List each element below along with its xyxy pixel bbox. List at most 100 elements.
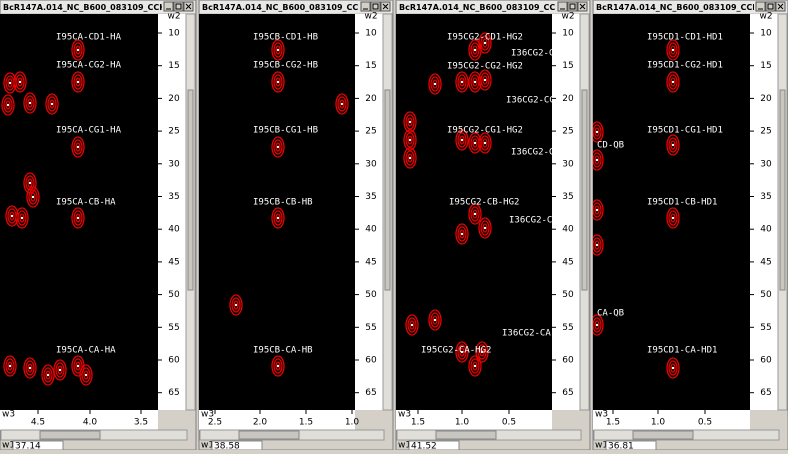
peak-marker: [276, 48, 280, 52]
peak-label[interactable]: I95CD1-CB-HD1: [647, 198, 717, 208]
contour: [275, 45, 281, 55]
contour: [470, 206, 480, 222]
contour: [405, 314, 419, 336]
contour: [275, 361, 281, 371]
contour: [670, 363, 676, 373]
contour: [455, 129, 469, 151]
peak-label[interactable]: I95CB-CA-HB: [253, 346, 313, 356]
y-tick-label: 55: [168, 323, 179, 333]
peak-label[interactable]: I95CB-CD1-HB: [253, 33, 318, 43]
peak-label[interactable]: I36CG2-CD1: [511, 49, 565, 59]
contour: [666, 39, 680, 61]
peak-label[interactable]: I95CD1-CG2-HD1: [647, 61, 723, 71]
window-min-button[interactable]: [755, 1, 766, 12]
y-tick-label: 35: [760, 192, 771, 202]
peak-label[interactable]: I95CD1-CG1-HD1: [647, 126, 723, 136]
contour: [666, 207, 680, 229]
peak-marker: [473, 212, 477, 216]
h-scroll-thumb[interactable]: [238, 430, 300, 440]
peak-label[interactable]: I95CD1-CA-HD1: [647, 346, 717, 356]
contour: [81, 367, 91, 383]
canvas-content: I95CB-CD1-HB I95CB-CG2-HB I95CB-CG1-HB I95C…: [229, 33, 349, 377]
peak-label[interactable]: I95CA-CG1-HA: [56, 126, 122, 136]
peak-label[interactable]: I95CA-CA-HA: [56, 346, 116, 356]
window-max-button[interactable]: [370, 1, 381, 12]
w1-label: w1: [2, 441, 15, 451]
peak-label[interactable]: I95CG2-CB-HG2: [449, 198, 519, 208]
contour: [455, 223, 469, 245]
y-tick-label: 20: [760, 94, 772, 104]
peak-label[interactable]: I95CG2-CD1-HG2: [447, 33, 523, 43]
peak-label[interactable]: I36CG2-CG1: [511, 148, 565, 158]
contour: [666, 357, 680, 379]
window-min-button[interactable]: [360, 1, 371, 12]
contour: [1, 94, 15, 116]
peak-label[interactable]: I36CG2-CA-HG2: [502, 329, 572, 339]
y-tick-label: 50: [168, 290, 180, 300]
canvas-content: I95CG2-CD1-HG2 I36CG2-CD1 I95CG2-CG2-HG2 I3…: [403, 32, 576, 377]
contour: [478, 32, 492, 54]
peak-label[interactable]: CD-QB: [597, 141, 624, 151]
v-scroll-thumb[interactable]: [187, 89, 194, 291]
peak-label[interactable]: CA-QB: [597, 309, 624, 319]
window-title: BcR147A.014_NC_B600_083109_CCHtocsy_exp: [596, 3, 788, 12]
y-tick-label: 60: [760, 356, 772, 366]
peak-label[interactable]: I95CA-CD1-HA: [56, 33, 122, 43]
peak-marker: [8, 81, 12, 85]
y-tick-label: 50: [760, 290, 772, 300]
window-max-button[interactable]: [567, 1, 578, 12]
v-scroll-thumb[interactable]: [384, 89, 391, 291]
contour: [275, 213, 281, 223]
window-min-button[interactable]: [557, 1, 568, 12]
contour: [403, 129, 417, 151]
v-scroll-thumb[interactable]: [581, 89, 588, 291]
y-tick-label: 45: [562, 257, 573, 267]
peak-label[interactable]: I95CG2-CG2-HG2: [447, 62, 523, 72]
icon: [777, 3, 784, 10]
peak-label[interactable]: I95CB-CG1-HB: [253, 126, 318, 136]
peak-label[interactable]: I95CB-CB-HB: [253, 198, 313, 208]
window-max-button[interactable]: [765, 1, 776, 12]
peak-label[interactable]: I95CG2-CG1-HG2: [447, 126, 523, 136]
contour: [593, 121, 604, 143]
h-scroll-thumb[interactable]: [632, 430, 694, 440]
icon: [185, 3, 192, 10]
y-tick-label: 35: [365, 192, 376, 202]
contour: [405, 114, 415, 130]
contour: [480, 220, 490, 236]
peak-label[interactable]: I36CG2-CB-H: [509, 216, 569, 226]
contour: [27, 363, 33, 373]
peak-label[interactable]: I36CG2-CG2-HG: [506, 96, 576, 106]
peak-marker: [46, 373, 50, 377]
peak-marker: [483, 78, 487, 82]
peak-marker: [58, 368, 62, 372]
y-tick-label: 65: [365, 388, 376, 398]
h-scroll-thumb[interactable]: [435, 430, 497, 440]
v-scroll-thumb[interactable]: [779, 89, 786, 291]
peak-label[interactable]: I95CG2-CA-HG2: [421, 346, 491, 356]
peak-label[interactable]: I95CA-CB-HA: [56, 198, 116, 208]
contour: [271, 207, 285, 229]
peak-label[interactable]: I95CB-CG2-HB: [253, 61, 318, 71]
contour: [73, 358, 83, 374]
contour: [407, 317, 417, 333]
contour: [79, 364, 93, 386]
window-min-button[interactable]: [163, 1, 174, 12]
contour: [479, 347, 485, 357]
contour: [275, 77, 281, 87]
peak-marker: [408, 138, 412, 142]
peak-marker: [433, 318, 437, 322]
peak-marker: [408, 156, 412, 160]
peak-label[interactable]: I95CD1-CD1-HD1: [647, 33, 723, 43]
window-max-button[interactable]: [173, 1, 184, 12]
contour: [470, 42, 480, 58]
y-tick-label: 30: [168, 159, 180, 169]
peak-marker: [483, 41, 487, 45]
contour: [594, 240, 600, 250]
h-scroll-thumb[interactable]: [39, 430, 101, 440]
contour: [25, 360, 35, 376]
contour: [41, 364, 55, 386]
peak-label[interactable]: I95CA-CG2-HA: [56, 61, 122, 71]
peak-marker: [671, 216, 675, 220]
peak-marker: [483, 141, 487, 145]
